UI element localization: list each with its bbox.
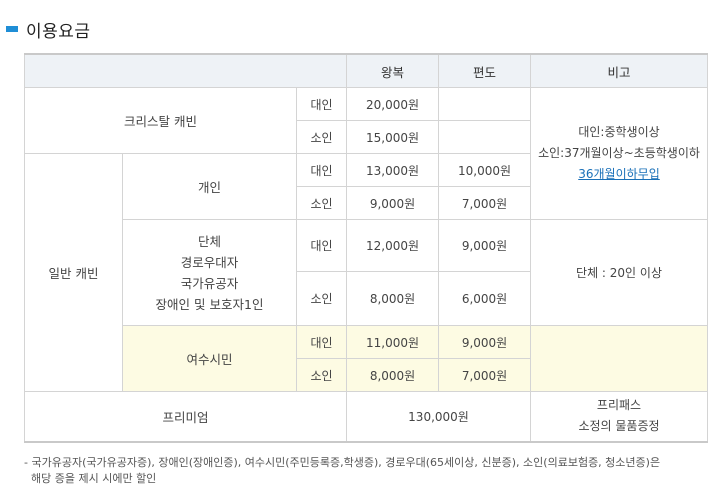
premium-label: 프리미엄 xyxy=(23,391,348,442)
table-row: 소인 15,000원 xyxy=(25,120,708,154)
footnote-line: - 국가유공자(국가유공자증), 장애인(장애인증), 여수시민(주민등록증,학… xyxy=(24,456,661,469)
page-title: 이용요금 xyxy=(26,21,91,42)
premium-remark-line: 소정의 물품증정 xyxy=(578,419,660,434)
table-row: 프리미엄 130,000원 프리패스 소정의 물품증정 xyxy=(23,391,709,442)
fee-table: 왕복 편도 비고 크리스탈 캐빈 대인 20,000원 대인:중학생이상 소인:… xyxy=(23,53,709,443)
price-cell: 7,000원 xyxy=(438,186,532,220)
passenger-type: 대인 xyxy=(295,87,348,121)
table-row: 크리스탈 캐빈 대인 20,000원 대인:중학생이상 소인:37개월이상~초등… xyxy=(24,87,709,220)
price-cell: 12,000원 xyxy=(346,219,440,272)
group-label: 단체 경로우대자 국가유공자 장애인 및 보호자1인 xyxy=(122,219,297,326)
resident-remark xyxy=(530,325,709,392)
price-cell: 8,000원 xyxy=(346,358,440,392)
header-remarks: 비고 xyxy=(530,53,709,88)
group-remark: 단체 : 20인 이상 xyxy=(530,219,709,326)
table-row: 소인 8,000원 6,000원 xyxy=(25,271,708,326)
premium-remark-line: 프리패스 xyxy=(596,398,642,413)
price-cell: 11,000원 xyxy=(346,325,440,359)
price-cell: 8,000원 xyxy=(346,271,440,326)
table-header-row: 왕복 편도 비고 xyxy=(23,53,709,88)
resident-label: 여수시민 xyxy=(122,325,297,392)
header-round-trip: 왕복 xyxy=(346,53,440,88)
price-cell: 9,000원 xyxy=(438,325,532,359)
passenger-type: 소인 xyxy=(295,186,348,220)
passenger-type: 소인 xyxy=(295,271,348,326)
crystal-cabin-label: 크리스탈 캐빈 xyxy=(24,87,297,154)
passenger-type: 대인 xyxy=(295,219,348,272)
group-label-line: 국가유공자 xyxy=(180,275,239,291)
price-cell: 6,000원 xyxy=(438,271,532,326)
price-cell: 20,000원 xyxy=(346,87,440,121)
group-label-line: 장애인 및 보호자1인 xyxy=(155,296,264,312)
price-cell: 15,000원 xyxy=(346,120,440,154)
age-remark-adult: 대인:중학생이상 xyxy=(578,125,660,139)
passenger-type: 대인 xyxy=(295,325,348,359)
price-cell xyxy=(438,120,532,154)
price-cell: 9,000원 xyxy=(438,219,532,272)
infant-free-link[interactable]: 36개월이하무입 xyxy=(578,167,660,181)
footnote: - 국가유공자(국가유공자증), 장애인(장애인증), 여수시민(주민등록증,학… xyxy=(24,455,714,487)
price-cell: 10,000원 xyxy=(438,153,532,187)
section-heading: 이용요금 xyxy=(6,14,91,44)
passenger-type: 소인 xyxy=(295,120,348,154)
heading-bar-icon xyxy=(6,26,18,32)
age-remark: 대인:중학생이상 소인:37개월이상~초등학생이하 36개월이하무입 xyxy=(530,87,709,220)
passenger-type: 대인 xyxy=(295,153,348,187)
age-remark-child: 소인:37개월이상~초등학생이하 xyxy=(538,146,700,160)
price-cell: 7,000원 xyxy=(438,358,532,392)
individual-label: 개인 xyxy=(122,153,297,220)
general-cabin-label: 일반 캐빈 xyxy=(24,153,123,392)
table-row: 단체 경로우대자 국가유공자 장애인 및 보호자1인 대인 12,000원 9,… xyxy=(25,219,709,326)
header-blank xyxy=(23,53,348,88)
price-cell: 9,000원 xyxy=(346,186,440,220)
group-label-line: 경로우대자 xyxy=(180,254,239,270)
table-row: 여수시민 대인 11,000원 9,000원 xyxy=(24,325,709,392)
group-label-line: 단체 xyxy=(197,233,221,249)
premium-price: 130,000원 xyxy=(346,391,532,442)
footnote-line: 해당 증을 제시 시에만 할인 xyxy=(31,472,157,485)
table-row: 소인 9,000원 7,000원 xyxy=(25,186,708,220)
price-cell xyxy=(438,87,532,121)
price-cell: 13,000원 xyxy=(346,153,440,187)
passenger-type: 소인 xyxy=(295,358,348,392)
header-one-way: 편도 xyxy=(438,53,532,88)
premium-remark: 프리패스 소정의 물품증정 xyxy=(530,391,709,442)
